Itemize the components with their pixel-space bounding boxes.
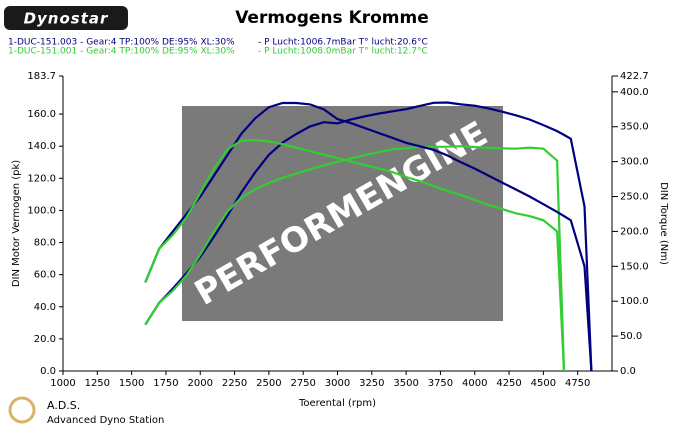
y2-tick-label: 200.0 — [620, 226, 649, 237]
x-tick-label: 2250 — [222, 378, 247, 389]
logo: Dynostar — [24, 10, 109, 28]
y-tick-label: 100.0 — [27, 205, 56, 216]
x-tick-label: 2000 — [188, 378, 213, 389]
x-tick-label: 4750 — [565, 378, 590, 389]
y2-tick-label: 150.0 — [620, 261, 649, 272]
x-tick-label: 3000 — [325, 378, 350, 389]
x-tick-label: 2500 — [256, 378, 281, 389]
y2-tick-label: 100.0 — [620, 296, 649, 307]
y2-tick-label: 422.7 — [620, 71, 649, 82]
y-tick-label: 160.0 — [27, 109, 56, 120]
legend-run: 1-DUC-151.001 - Gear:4 TP:100% DE:95% XL… — [8, 47, 235, 57]
y-tick-label: 40.0 — [34, 302, 56, 313]
y-tick-label: 120.0 — [27, 173, 56, 184]
chart-title: Vermogens Kromme — [235, 8, 429, 28]
legend-run: 1-DUC-151.003 - Gear:4 TP:100% DE:95% XL… — [8, 38, 235, 48]
series-line — [144, 101, 593, 372]
y-tick-label: 183.7 — [27, 71, 56, 82]
y2-tick-label: 400.0 — [620, 87, 649, 98]
x-axis-label: Toerental (rpm) — [298, 398, 376, 409]
x-tick-label: 2750 — [290, 378, 315, 389]
x-tick-label: 3500 — [393, 378, 418, 389]
y2-tick-label: 250.0 — [620, 192, 649, 203]
x-tick-label: 1500 — [119, 378, 144, 389]
x-tick-label: 3250 — [359, 378, 384, 389]
y2-tick-label: 350.0 — [620, 122, 649, 133]
y-tick-label: 20.0 — [34, 334, 56, 345]
y2-tick-label: 300.0 — [620, 157, 649, 168]
legend-air: - P Lucht:1006.7mBar T° lucht:20.6°C — [258, 38, 428, 48]
x-tick-label: 1750 — [153, 378, 178, 389]
series-line — [144, 138, 566, 372]
y-tick-label: 80.0 — [34, 238, 56, 249]
y-tick-label: 140.0 — [27, 141, 56, 152]
y-tick-label: 0.0 — [40, 366, 56, 377]
legend-air: - P Lucht:1008.0mBar T° lucht:12.7°C — [258, 47, 428, 57]
logo-box — [4, 6, 128, 30]
y2-tick-label: 50.0 — [620, 331, 642, 342]
y-axis-label: DIN Motor Vermogen (pk) — [11, 160, 22, 287]
x-tick-label: 4500 — [531, 378, 556, 389]
footer-name: A.D.S. — [47, 399, 80, 412]
x-tick-label: 3750 — [428, 378, 453, 389]
y2-tick-label: 0.0 — [620, 366, 636, 377]
x-tick-label: 1000 — [50, 378, 75, 389]
x-tick-label: 4250 — [496, 378, 521, 389]
y-tick-label: 60.0 — [34, 270, 56, 281]
footer-logo — [8, 396, 36, 424]
x-tick-label: 4000 — [462, 378, 487, 389]
y2-axis-label: DIN Torque (Nm) — [658, 182, 669, 265]
x-tick-label: 1250 — [85, 378, 110, 389]
series-line — [144, 101, 593, 372]
footer-subtitle: Advanced Dyno Station — [47, 415, 164, 426]
series-line — [144, 145, 566, 372]
